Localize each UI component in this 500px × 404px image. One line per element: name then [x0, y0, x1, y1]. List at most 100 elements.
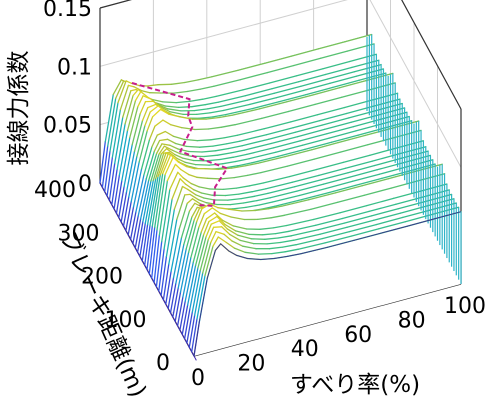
surface-mesh-line: [170, 228, 180, 272]
surface-front-edge: [193, 211, 462, 357]
surface-mesh-line: [146, 225, 153, 271]
surface-mesh-line: [186, 264, 197, 306]
surface-mesh-line: [142, 95, 152, 100]
surface-mesh-line: [191, 206, 198, 218]
surface-mesh-line: [220, 176, 235, 180]
surface-mesh-line: [197, 198, 207, 204]
surface-mesh-line: [232, 153, 248, 158]
x-tick-label: 40: [291, 337, 319, 362]
surface-mesh-line: [297, 128, 326, 138]
surface-mesh-line: [137, 95, 144, 108]
surface-mesh-line: [140, 138, 151, 170]
surface-mesh-line: [206, 158, 221, 162]
surface-mesh-line: [208, 215, 218, 223]
surface-mesh-line: [173, 185, 184, 210]
surface-mesh-line: [244, 162, 260, 167]
surface-mesh-line: [203, 207, 213, 215]
surface-mesh-line: [169, 144, 179, 150]
surface-mesh-line: [322, 230, 351, 240]
surface-mesh-line: [144, 111, 151, 127]
surface-mesh-line: [210, 69, 239, 78]
surface-mesh-line: [165, 148, 176, 156]
surface-mesh-line: [361, 177, 390, 187]
surface-mesh-line: [281, 199, 310, 207]
surface-mesh-line: [246, 92, 275, 101]
surface-mesh-line: [295, 68, 324, 77]
surface-mesh-line: [120, 191, 128, 223]
surface-mesh-line: [271, 251, 286, 255]
surface-mesh-line: [176, 296, 184, 327]
surface-mesh-line: [228, 145, 243, 150]
surface-mesh-line: [167, 113, 180, 118]
surface-mesh-line: [205, 202, 218, 206]
surface-mesh-line: [237, 162, 253, 167]
surface-mesh-line: [125, 201, 132, 232]
surface-mesh-line: [132, 215, 139, 245]
z-tick-label: 0.1: [57, 55, 92, 80]
surface-mesh-line: [209, 203, 219, 209]
surface-mesh-line: [290, 48, 319, 57]
surface-mesh-line: [185, 165, 196, 170]
surface-mesh-line: [232, 225, 248, 230]
surface-mesh-line: [348, 223, 377, 233]
surface-mesh-line: [205, 116, 220, 120]
surface-mesh-line: [251, 188, 267, 193]
surface-mesh-line: [319, 112, 348, 122]
surface-mesh-line: [132, 168, 143, 208]
surface-mesh-line: [162, 263, 170, 301]
surface-mesh-line: [237, 62, 266, 71]
surface-mesh-line: [192, 188, 203, 194]
surface-mesh-line: [212, 226, 223, 228]
surface-mesh-line: [310, 201, 339, 210]
surface-mesh-line: [161, 143, 171, 146]
surface-mesh-line: [171, 178, 181, 200]
surface-mesh-line: [177, 171, 184, 179]
surface-mesh-line: [141, 223, 149, 262]
surface-mesh-line: [371, 153, 400, 162]
surface-mesh-line: [199, 145, 214, 148]
surface-mesh-line: [219, 212, 232, 218]
surface-mesh-line: [395, 196, 424, 205]
surface-mesh-line: [227, 208, 243, 212]
surface-mesh-line: [126, 99, 137, 132]
surface-mesh-line: [163, 145, 173, 151]
surface-mesh-line: [334, 185, 363, 194]
surface-mesh-line: [213, 78, 242, 87]
surface-mesh-line: [317, 222, 346, 231]
surface-mesh-line: [327, 71, 356, 80]
surface-mesh-line: [180, 126, 196, 131]
surface-mesh-line: [249, 182, 264, 187]
surface-mesh-line: [137, 178, 147, 217]
surface-mesh-line: [305, 86, 334, 96]
x-tick-label: 100: [444, 294, 486, 319]
surface-mesh-line: [146, 178, 157, 226]
axis-edge: [99, 0, 132, 9]
x-tick-label: 60: [344, 323, 372, 348]
surface-mesh-line: [212, 236, 219, 247]
x-tick-label: 0: [191, 366, 205, 391]
surface-mesh-line: [169, 111, 184, 116]
surface-mesh-line: [198, 213, 205, 228]
surface-mesh-line: [284, 248, 300, 253]
surface-mesh-line: [184, 261, 194, 303]
surface-mesh-line: [169, 282, 177, 314]
surface-mesh-line: [129, 106, 139, 139]
surface-mesh-line: [193, 272, 204, 317]
surface-mesh-line: [185, 219, 195, 250]
surface-mesh-line: [237, 234, 252, 240]
surface-mesh-line: [149, 105, 159, 113]
surface-mesh-line: [178, 116, 194, 120]
surface-mesh-line: [225, 140, 241, 145]
surface-mesh-line: [148, 125, 156, 140]
surface-mesh-line: [373, 212, 402, 221]
surface-mesh-line: [115, 180, 123, 214]
surface-mesh-line: [203, 197, 216, 201]
surface-mesh-line: [189, 193, 199, 201]
surface-mesh-line: [248, 151, 277, 160]
surface-mesh-line: [199, 238, 209, 272]
surface-mesh-line: [271, 194, 300, 203]
surface-mesh-line: [270, 214, 286, 219]
surface-mesh-line: [295, 237, 324, 246]
surface-mesh-line: [275, 89, 304, 99]
